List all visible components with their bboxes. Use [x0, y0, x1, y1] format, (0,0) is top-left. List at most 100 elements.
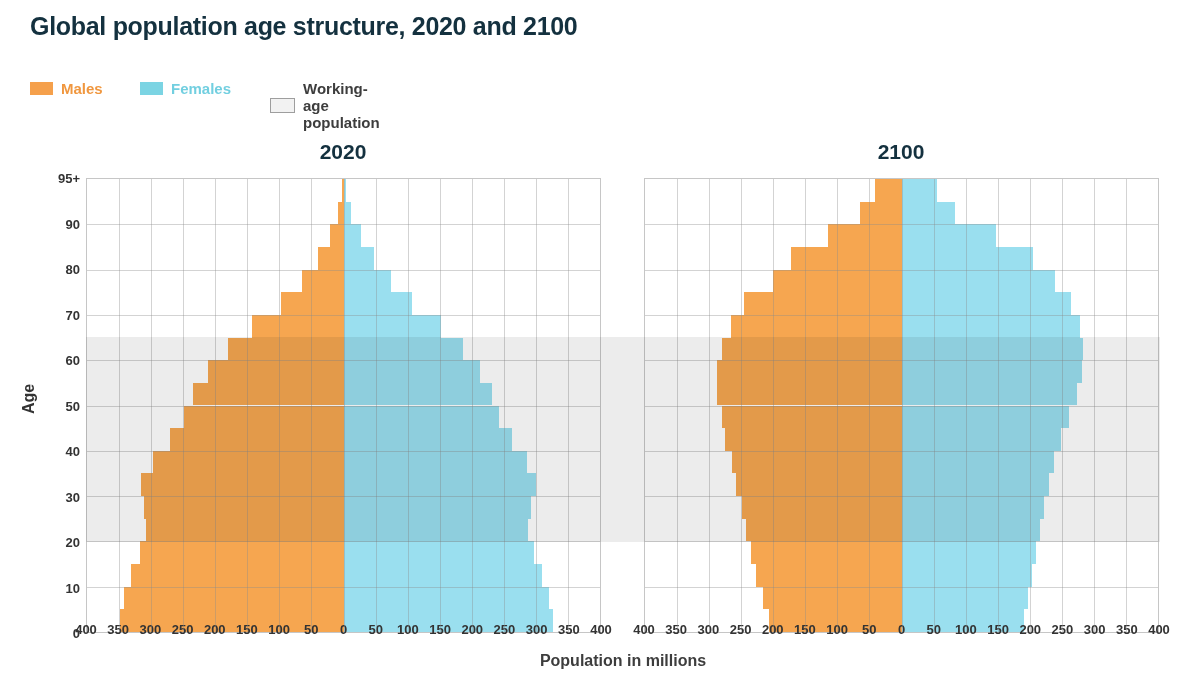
x-tick-label-400: 400: [590, 622, 612, 637]
legend-label-working-age: Working-age population: [303, 80, 380, 131]
female-bar-70-74: [902, 292, 1072, 315]
horizontal-gridline: [645, 224, 1158, 225]
horizontal-gridline: [645, 496, 1158, 497]
y-tick-label-90: 90: [30, 216, 80, 231]
female-bar-35-39: [902, 451, 1055, 474]
female-bar-5-9: [344, 587, 549, 610]
y-tick-label-20: 20: [30, 535, 80, 550]
male-bar-30-34: [736, 473, 901, 496]
female-bar-80-84: [902, 247, 1033, 270]
y-tick-label-80: 80: [30, 262, 80, 277]
y-axis-title: Age: [20, 384, 38, 414]
female-bar-60-64: [902, 338, 1083, 361]
female-bar-45-49: [902, 406, 1069, 429]
horizontal-gridline: [87, 541, 600, 542]
male-bar-55-59: [717, 360, 902, 383]
male-bar-40-44: [170, 428, 343, 451]
female-bar-50-54: [902, 383, 1077, 406]
male-bar-25-29: [742, 496, 901, 519]
male-bar-50-54: [717, 383, 901, 406]
chart-title-2100: 2100: [801, 140, 1001, 164]
female-bar-20-24: [902, 519, 1041, 542]
y-tick-label-95+: 95+: [30, 171, 80, 186]
female-bar-25-29: [902, 496, 1045, 519]
horizontal-gridline: [645, 406, 1158, 407]
male-bar-80-84: [791, 247, 901, 270]
pyramid-plot-2100: [644, 178, 1159, 633]
male-bar-90-94: [860, 202, 901, 225]
female-bar-90-94: [902, 202, 955, 225]
horizontal-gridline: [645, 587, 1158, 588]
y-tick-label-10: 10: [30, 580, 80, 595]
y-tick-label-0: 0: [30, 626, 80, 641]
legend-item-males: Males: [30, 80, 103, 97]
male-bar-75-79: [302, 270, 343, 293]
y-tick-label-70: 70: [30, 307, 80, 322]
pyramid-plot-2020: [86, 178, 601, 633]
female-bar-55-59: [902, 360, 1082, 383]
horizontal-gridline: [645, 270, 1158, 271]
page-title: Global population age structure, 2020 an…: [30, 12, 577, 41]
female-bar-15-19: [902, 541, 1036, 564]
female-bar-40-44: [902, 428, 1061, 451]
female-bar-30-34: [902, 473, 1049, 496]
male-bar-60-64: [228, 338, 343, 361]
male-bar-10-14: [756, 564, 902, 587]
female-bar-40-44: [344, 428, 512, 451]
female-bar-65-69: [344, 315, 441, 338]
males-swatch-icon: [30, 82, 53, 95]
chart-title-2020: 2020: [243, 140, 443, 164]
female-bar-20-24: [344, 519, 529, 542]
horizontal-gridline: [87, 451, 600, 452]
working-age-swatch-icon: [270, 98, 295, 113]
y-tick-label-60: 60: [30, 353, 80, 368]
female-bar-80-84: [344, 247, 375, 270]
female-bar-95+: [902, 179, 937, 202]
male-bar-55-59: [208, 360, 344, 383]
male-bar-60-64: [722, 338, 902, 361]
legend-item-females: Females: [140, 80, 231, 97]
female-bar-25-29: [344, 496, 531, 519]
legend-label-females: Females: [171, 80, 231, 97]
female-bar-45-49: [344, 406, 500, 429]
female-bar-75-79: [902, 270, 1056, 293]
male-bar-65-69: [252, 315, 344, 338]
x-axis-title: Population in millions: [86, 652, 1160, 670]
male-bar-40-44: [725, 428, 901, 451]
male-bar-35-39: [732, 451, 902, 474]
male-bar-45-49: [184, 406, 344, 429]
horizontal-gridline: [87, 360, 600, 361]
male-bar-95+: [875, 179, 902, 202]
x-tick-label-400: 400: [1148, 622, 1170, 637]
horizontal-gridline: [87, 224, 600, 225]
female-bar-10-14: [344, 564, 542, 587]
female-bar-85-89: [344, 224, 362, 247]
male-bar-5-9: [763, 587, 902, 610]
male-bar-70-74: [744, 292, 902, 315]
y-tick-label-30: 30: [30, 489, 80, 504]
figure-global-population-age-structure: Global population age structure, 2020 an…: [0, 0, 1199, 681]
male-bar-85-89: [828, 224, 902, 247]
female-bar-60-64: [344, 338, 463, 361]
female-bar-85-89: [902, 224, 996, 247]
horizontal-gridline: [87, 496, 600, 497]
male-bar-45-49: [722, 406, 902, 429]
horizontal-gridline: [645, 360, 1158, 361]
female-bar-70-74: [344, 292, 413, 315]
male-bar-30-34: [141, 473, 344, 496]
horizontal-gridline: [645, 451, 1158, 452]
male-bar-15-19: [140, 541, 344, 564]
horizontal-gridline: [87, 587, 600, 588]
female-bar-75-79: [344, 270, 391, 293]
legend-item-working-age: Working-age population: [270, 80, 380, 131]
female-bar-65-69: [902, 315, 1080, 338]
x-tick-label-400: 400: [75, 622, 97, 637]
female-bar-55-59: [344, 360, 481, 383]
female-bar-90-94: [344, 202, 352, 225]
male-bar-25-29: [144, 496, 343, 519]
male-bar-20-24: [146, 519, 344, 542]
legend-label-males: Males: [61, 80, 103, 97]
y-tick-label-40: 40: [30, 444, 80, 459]
female-bar-50-54: [344, 383, 493, 406]
horizontal-gridline: [645, 315, 1158, 316]
